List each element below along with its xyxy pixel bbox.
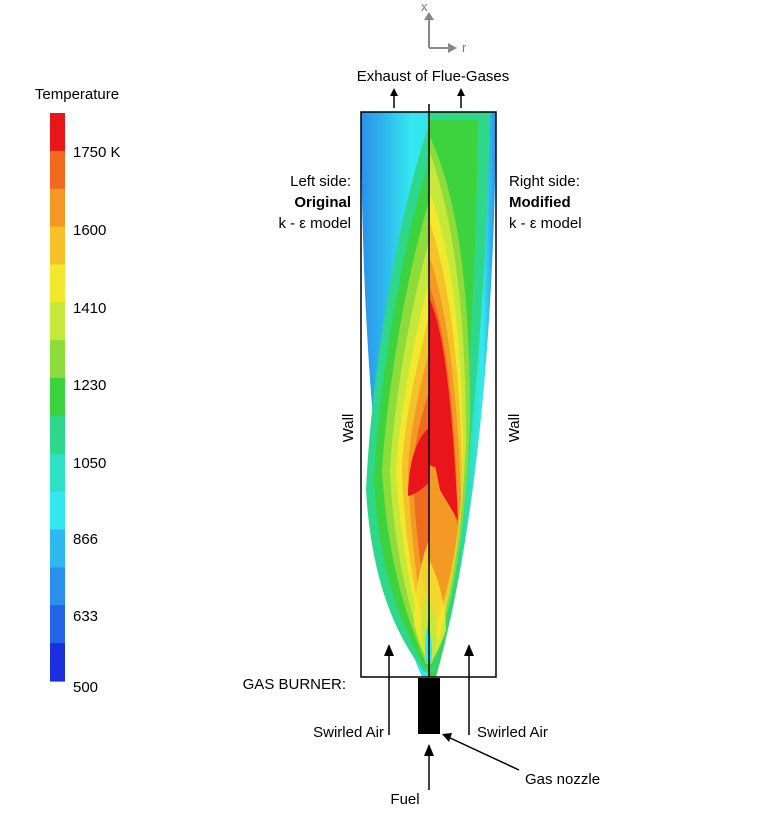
svg-text:Right side:: Right side: — [509, 173, 580, 190]
colorbar-band — [50, 378, 65, 417]
colorbar-tick-500: 500 — [73, 679, 98, 696]
gas-nozzle-label: Gas nozzle — [525, 771, 600, 788]
colorbar-tick-1230: 1230 — [73, 377, 106, 394]
exhaust-label: Exhaust of Flue-Gases — [357, 68, 510, 85]
exhaust-arrows — [390, 88, 465, 108]
colorbar-band — [50, 226, 65, 266]
axis-x-label: x — [421, 0, 428, 14]
svg-text:Left side:: Left side: — [290, 173, 351, 190]
colorbar-band — [50, 415, 65, 455]
colorbar-band — [50, 188, 65, 228]
colorbar-tick-1050: 1050 — [73, 455, 106, 472]
colorbar — [50, 113, 65, 682]
colorbar-band — [50, 302, 65, 341]
swirled-air-arrows — [384, 644, 474, 735]
colorbar-tick-1750: 1750 K — [73, 144, 121, 161]
fuel-label: Fuel — [390, 791, 419, 808]
axis-r-label: r — [462, 40, 467, 55]
gas-burner-label: GAS BURNER: — [243, 676, 346, 693]
colorbar-band — [50, 643, 65, 682]
colorbar-band — [50, 264, 65, 303]
colorbar-band — [50, 113, 65, 152]
colorbar-band — [50, 453, 65, 493]
right-side-label: Right side: Modified k - ε model — [509, 173, 582, 232]
gas-nozzle — [418, 678, 440, 734]
colorbar-tick-1410: 1410 — [73, 300, 106, 317]
wall-label-left: Wall — [340, 414, 357, 443]
swirled-air-label-left: Swirled Air — [313, 724, 384, 741]
swirled-air-label-right: Swirled Air — [477, 724, 548, 741]
svg-text:k - ε model: k - ε model — [509, 215, 582, 232]
colorbar-band — [50, 605, 65, 644]
svg-text:Original: Original — [294, 194, 351, 211]
left-side-label: Left side: Original k - ε model — [278, 173, 351, 232]
colorbar-title: Temperature — [35, 86, 119, 103]
colorbar-band — [50, 491, 65, 531]
fuel-arrow — [424, 744, 434, 790]
contour-right-original-modified — [429, 112, 496, 677]
colorbar-tick-866: 866 — [73, 531, 98, 548]
axis-indicator: x r — [421, 0, 467, 55]
colorbar-band — [50, 340, 65, 379]
svg-text:k - ε model: k - ε model — [278, 215, 351, 232]
colorbar-tick-633: 633 — [73, 608, 98, 625]
colorbar-band — [50, 150, 65, 190]
colorbar-tick-labels: 1750 K 1600 1410 1230 1050 866 633 500 — [73, 144, 121, 696]
colorbar-band — [50, 529, 65, 568]
svg-text:Modified: Modified — [509, 194, 571, 211]
contour-left-original — [361, 112, 429, 677]
wall-label-right: Wall — [506, 414, 523, 443]
gas-nozzle-pointer — [442, 733, 520, 771]
colorbar-band — [50, 567, 65, 606]
colorbar-tick-1600: 1600 — [73, 222, 106, 239]
